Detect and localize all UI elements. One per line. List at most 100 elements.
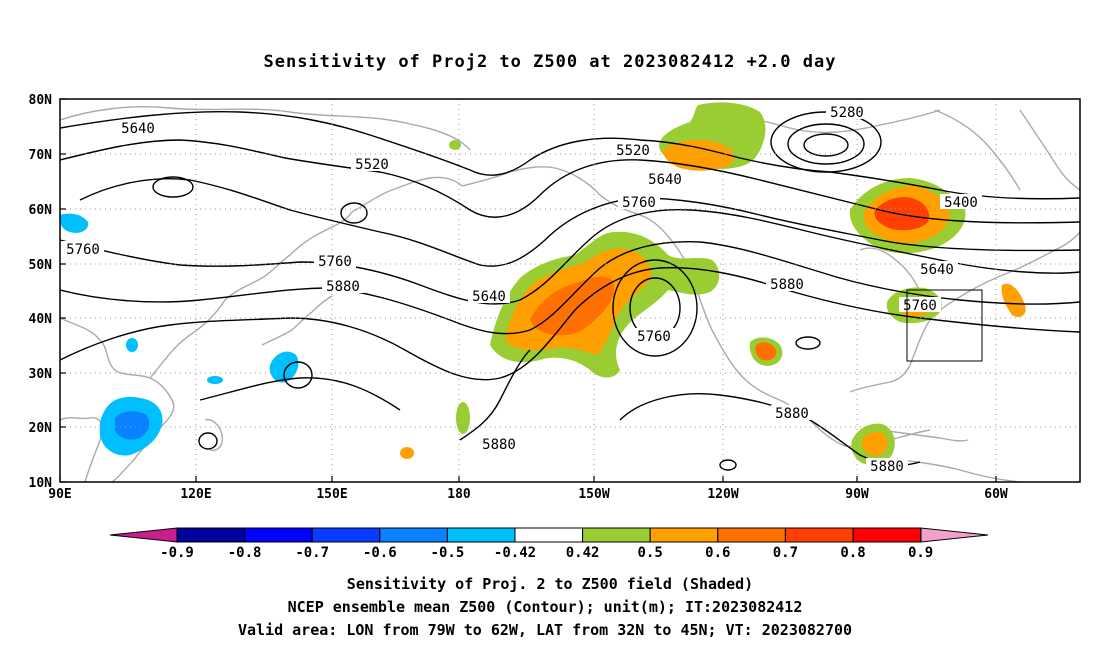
colorbar-label: 0.6 xyxy=(705,545,730,561)
colorbar-label: -0.5 xyxy=(431,545,465,561)
lon-tick-label: 120E xyxy=(180,487,211,502)
coastline-greenland-east xyxy=(1019,109,1080,191)
grid-lines xyxy=(60,99,1080,482)
contour-closed xyxy=(283,361,313,389)
contour-label: 5640 xyxy=(121,121,155,137)
contour-line xyxy=(79,178,1080,267)
lat-tick-label: 80N xyxy=(29,93,53,108)
lon-axis: 90E 120E 150E 180 150W 120W 90W 60W xyxy=(48,476,1008,502)
contour-closed xyxy=(198,432,218,450)
shade-small-cyan-2 xyxy=(207,376,223,384)
colorbar-boxes xyxy=(176,527,922,543)
contour-line xyxy=(60,111,1080,200)
contour-line xyxy=(199,377,401,411)
coastline-philippines xyxy=(204,418,224,452)
coastline-china xyxy=(149,254,291,379)
shade-small-green xyxy=(449,140,461,150)
lat-axis: 80N 70N 60N 50N 40N 30N 20N 10N xyxy=(29,93,66,491)
coastline-canada-east xyxy=(967,231,1080,293)
colorbar-box xyxy=(852,527,922,543)
contour-label: 5760 xyxy=(318,254,352,270)
lat-tick-label: 70N xyxy=(29,148,53,163)
map-area: 5640 5520 5760 5760 5880 5640 5520 5280 … xyxy=(60,99,1080,482)
contour-line xyxy=(60,208,1080,305)
lon-tick-label: 60W xyxy=(984,487,1008,502)
colorbar-box xyxy=(244,527,313,543)
lat-tick-label: 50N xyxy=(29,258,53,273)
colorbar-label: 0.5 xyxy=(638,545,663,561)
sensitivity-shading xyxy=(60,102,1026,466)
contour-label: 5880 xyxy=(775,406,809,422)
coastline-japan xyxy=(261,295,333,346)
contour-label: 5640 xyxy=(648,172,682,188)
contour-label: 5640 xyxy=(920,262,954,278)
contour-arctic-low-2 xyxy=(787,123,865,165)
colorbar-box xyxy=(784,527,854,543)
contour-labels: 5640 5520 5760 5760 5880 5640 5520 5280 … xyxy=(62,104,982,475)
colorbar-labels: -0.9 -0.8 -0.7 -0.6 -0.5 -0.42 0.42 0.5 0.6 0.7 0.… xyxy=(160,545,933,561)
contour-label: 5520 xyxy=(355,157,389,173)
coastline-hudson-bay xyxy=(859,247,923,299)
contour-label: 5880 xyxy=(770,277,804,293)
coastline-greenland-west xyxy=(934,109,1021,191)
contour-label: 5760 xyxy=(622,195,656,211)
shade-pacific-dark-orange xyxy=(530,276,615,336)
contour-label: 5760 xyxy=(903,298,937,314)
colorbar-box xyxy=(514,527,584,543)
shade-china-blue xyxy=(115,411,150,440)
contour-low-center xyxy=(612,259,698,357)
lat-tick-label: 20N xyxy=(29,421,53,436)
colorbar-box xyxy=(582,527,651,543)
coastline-alaska-canada xyxy=(554,167,696,286)
colorbar-label: -0.42 xyxy=(494,545,536,561)
coastline-west-na xyxy=(694,284,846,447)
shade-caribbean-orange xyxy=(862,432,888,456)
coastline-south-america xyxy=(899,459,1021,482)
valid-area-box xyxy=(906,289,983,362)
colorbar-label: 0.8 xyxy=(840,545,865,561)
coastline-siberia-arctic xyxy=(60,106,471,151)
figure-title: Sensitivity of Proj2 to Z500 at 20230824… xyxy=(264,52,837,72)
coastline-bering xyxy=(461,166,556,187)
contour-label: 5280 xyxy=(830,105,864,121)
colorbar-label: 0.9 xyxy=(908,545,933,561)
lon-tick-label: 180 xyxy=(447,487,471,502)
shade-central-pacific-green xyxy=(456,402,470,434)
contour-line xyxy=(60,267,1080,381)
shade-atlantic-orange xyxy=(1001,283,1026,317)
lat-tick-label: 10N xyxy=(29,476,53,491)
contour-closed xyxy=(152,176,194,198)
caption-valid-area: Valid area: LON from 79W to 62W, LAT fro… xyxy=(238,621,852,639)
colorbar-label: -0.9 xyxy=(160,545,194,561)
coastline-kamchatka xyxy=(351,176,463,213)
lon-tick-label: 90W xyxy=(845,487,869,502)
contour-closed xyxy=(719,459,737,471)
colorbar-box xyxy=(176,527,246,543)
colorbar-box xyxy=(311,527,381,543)
contour-label: 5880 xyxy=(870,459,904,475)
contour-line xyxy=(60,139,1080,224)
colorbar-label: -0.7 xyxy=(295,545,329,561)
colorbar-label: 0.7 xyxy=(773,545,798,561)
lat-tick-label: 60N xyxy=(29,203,53,218)
shade-mexico-orange xyxy=(755,342,777,361)
contour-label: 5640 xyxy=(472,289,506,305)
shade-west-cyan xyxy=(60,213,89,233)
colorbar-box xyxy=(649,527,719,543)
contour-label: 5760 xyxy=(637,329,671,345)
shade-small-orange xyxy=(400,447,414,459)
colorbar-box xyxy=(379,527,448,543)
lat-tick-label: 40N xyxy=(29,312,53,327)
caption-contour: NCEP ensemble mean Z500 (Contour); unit(… xyxy=(288,598,803,616)
shade-small-cyan xyxy=(126,338,138,352)
caption-shading: Sensitivity of Proj. 2 to Z500 field (Sh… xyxy=(347,575,753,593)
contour-arctic-low-3 xyxy=(803,133,849,157)
colorbar-box xyxy=(446,527,516,543)
contour-closed xyxy=(795,336,821,350)
lon-tick-label: 150W xyxy=(578,487,609,502)
colorbar-low-triangle xyxy=(109,527,178,543)
contour-label: 5880 xyxy=(326,279,360,295)
colorbar: -0.9 -0.8 -0.7 -0.6 -0.5 -0.42 0.42 0.5 0.6 0.7 0.… xyxy=(109,527,989,561)
lon-tick-label: 150E xyxy=(316,487,347,502)
